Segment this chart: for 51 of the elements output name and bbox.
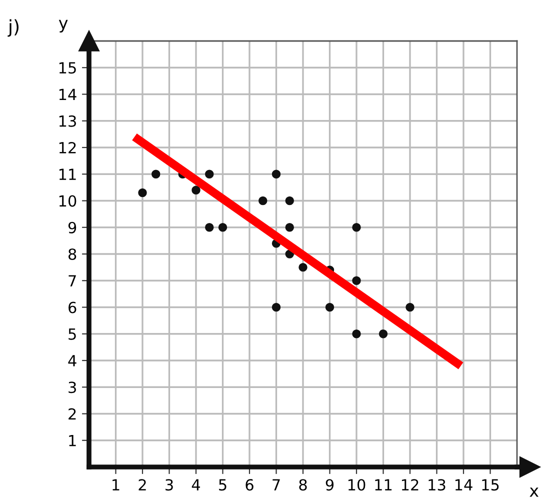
point — [218, 223, 228, 232]
y-tick-label: 8 — [68, 248, 76, 260]
x-tick-label: 8 — [299, 479, 307, 491]
point — [192, 186, 200, 194]
x-tick-label: 7 — [272, 479, 280, 490]
y-tick-label: 12 — [59, 142, 76, 154]
x-tick-label: 13 — [428, 479, 446, 491]
point — [258, 196, 268, 206]
x-tick-label: 2 — [138, 479, 146, 490]
y-tick-label: 2 — [68, 408, 76, 420]
y-tick-label: 11 — [59, 168, 76, 180]
point — [378, 330, 388, 338]
x-tick-label: 9 — [326, 479, 334, 491]
y-tick-label: 9 — [68, 222, 76, 234]
point — [152, 170, 160, 178]
point — [272, 302, 281, 312]
y-tick-label: 4 — [68, 355, 76, 366]
x-tick-label: 4 — [192, 479, 200, 490]
y-tick-label: 7 — [68, 275, 76, 286]
y-tick-label: 6 — [68, 302, 76, 314]
point — [205, 223, 214, 232]
x-tick-label: 15 — [482, 479, 499, 491]
y-tick-label: 3 — [68, 382, 76, 394]
chart-title: j) — [8, 19, 19, 37]
point — [352, 223, 361, 232]
point — [406, 302, 414, 312]
x-tick-label: 10 — [348, 479, 366, 491]
x-tick-label: 6 — [246, 479, 254, 491]
point — [205, 170, 214, 178]
x-tick-label: 12 — [402, 479, 418, 490]
x-tick-label: 14 — [455, 479, 472, 490]
x-tick-label: 3 — [166, 479, 173, 491]
point — [285, 223, 294, 232]
point — [138, 188, 147, 198]
x-tick-label: 11 — [375, 479, 392, 490]
y-tick-label: 1 — [69, 435, 76, 446]
point — [352, 330, 361, 338]
point — [352, 276, 361, 285]
y-tick-label: 10 — [59, 195, 76, 207]
y-tick-label: 5 — [68, 328, 76, 340]
point — [272, 170, 281, 178]
point — [325, 302, 334, 312]
x-tick-label: 5 — [219, 479, 226, 491]
point — [298, 262, 308, 272]
point — [285, 196, 294, 206]
y-axis-title: y — [58, 20, 68, 32]
y-tick-label: 15 — [59, 62, 76, 74]
y-tick-label: 14 — [59, 88, 76, 100]
y-tick-label: 13 — [59, 115, 76, 127]
x-tick-label: 1 — [112, 479, 120, 490]
x-axis-title: x — [530, 488, 539, 497]
